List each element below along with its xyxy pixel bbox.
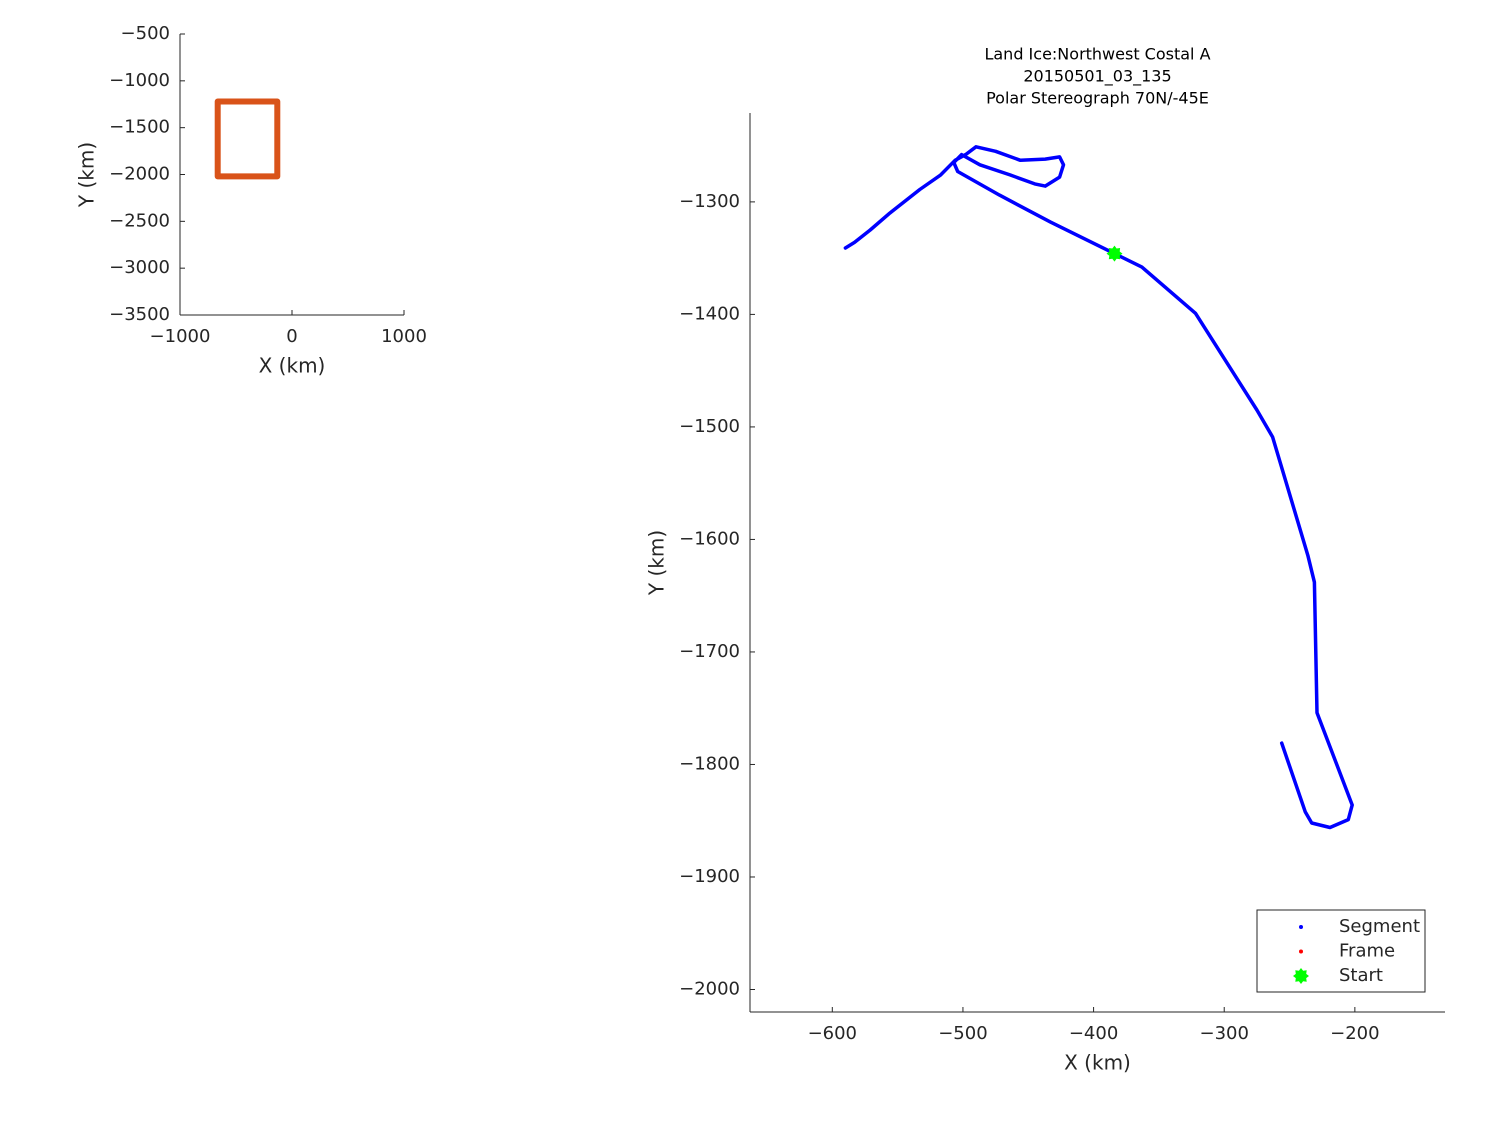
y-tick-label: −3500 [109, 304, 170, 325]
axes: −1000 0 1000 −500 −1000 −1500 −2000 −2500 −3000 −… [75, 23, 427, 378]
data-line [214, 98, 281, 180]
y-tick-label: −2500 [109, 210, 170, 231]
y-axis-label: Y (km) [75, 142, 99, 208]
y-tick-label: −3000 [109, 257, 170, 278]
legend-label: Segment [1339, 916, 1420, 937]
x-tick-label: −500 [938, 1023, 987, 1044]
x-tick-label: −400 [1069, 1023, 1118, 1044]
y-tick-label: −1400 [679, 303, 740, 324]
x-tick-label: 0 [286, 326, 297, 347]
axes: −600 −500 −400 −300 −200 −1300 −1400 −1500 −1600… [645, 45, 1445, 1075]
y-tick-label: −1600 [679, 528, 740, 549]
x-tick-label: 1000 [381, 326, 427, 347]
y-tick-label: −1500 [679, 416, 740, 437]
y-tick-label: −1700 [679, 641, 740, 662]
legend-marker [1293, 968, 1309, 984]
y-axis-label: Y (km) [645, 530, 669, 596]
x-axis-label: X (km) [1064, 1051, 1131, 1075]
y-tick-label: −500 [121, 23, 170, 44]
y-tick-label: −1000 [109, 70, 170, 91]
y-tick-label: −2000 [109, 164, 170, 185]
legend-label: Frame [1339, 941, 1395, 962]
x-tick-label: −300 [1199, 1023, 1248, 1044]
x-tick-label: −600 [808, 1023, 857, 1044]
y-tick-label: −1900 [679, 866, 740, 887]
data-line [843, 145, 1354, 830]
y-tick-label: −1800 [679, 753, 740, 774]
legend-marker [1299, 949, 1303, 954]
chart-title: 20150501_03_135 [1023, 67, 1171, 87]
x-tick-label: −1000 [150, 326, 211, 347]
y-tick-label: −2000 [679, 978, 740, 999]
x-axis-label: X (km) [259, 354, 326, 378]
legend: Segment Frame Start [1256, 909, 1426, 993]
y-tick-label: −1300 [679, 191, 740, 212]
y-tick-label: −1500 [109, 117, 170, 138]
chart-title: Land Ice:Northwest Costal A [984, 45, 1210, 64]
legend-label: Start [1339, 965, 1383, 986]
legend-box [1256, 909, 1426, 993]
start-marker [1106, 245, 1123, 262]
x-tick-label: −200 [1330, 1023, 1379, 1044]
chart-title: Polar Stereograph 70N/-45E [986, 89, 1209, 108]
legend-marker [1299, 925, 1303, 929]
